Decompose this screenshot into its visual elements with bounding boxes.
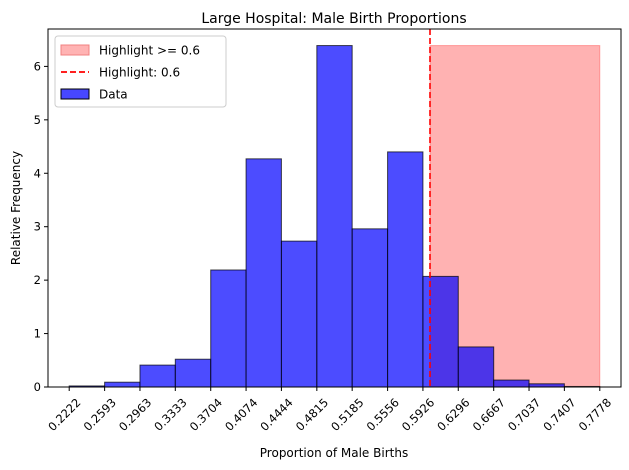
x-tick-label: 0.5556 bbox=[364, 395, 402, 433]
x-tick-label: 0.3704 bbox=[187, 395, 225, 433]
histogram-bar bbox=[245, 158, 282, 388]
x-tick-label: 0.7778 bbox=[576, 395, 614, 433]
plot-frame bbox=[47, 28, 622, 388]
histogram-bar bbox=[280, 240, 318, 388]
histogram-bar bbox=[422, 275, 459, 388]
y-tick-label: 4 bbox=[34, 166, 41, 180]
y-tick-label: 3 bbox=[34, 220, 41, 234]
histogram-bar bbox=[457, 346, 495, 388]
y-tick-label: 2 bbox=[34, 273, 41, 287]
x-tick-label: 0.2222 bbox=[45, 395, 83, 433]
x-axis: 0.22220.25930.29630.33330.37040.40740.44… bbox=[45, 387, 614, 434]
x-tick-label: 0.4444 bbox=[257, 395, 295, 433]
histogram-bar bbox=[316, 45, 353, 388]
legend-label: Highlight >= 0.6 bbox=[99, 44, 200, 58]
histogram-bar bbox=[174, 358, 212, 388]
legend-box bbox=[54, 35, 227, 108]
chart-title: Large Hospital: Male Birth Proportions bbox=[201, 11, 466, 27]
histogram-bar bbox=[210, 269, 247, 388]
x-tick-label: 0.7037 bbox=[505, 395, 543, 433]
histogram-bar bbox=[493, 379, 530, 388]
x-tick-label: 0.4074 bbox=[222, 395, 260, 433]
y-tick-label: 6 bbox=[34, 59, 41, 73]
legend-label: Data bbox=[99, 88, 128, 102]
x-tick-label: 0.6296 bbox=[434, 395, 472, 433]
x-tick-label: 0.7407 bbox=[540, 395, 578, 433]
histogram-bar bbox=[139, 364, 176, 388]
x-tick-label: 0.3333 bbox=[151, 395, 189, 433]
y-tick-label: 0 bbox=[34, 380, 41, 394]
plot-area bbox=[68, 29, 601, 388]
histogram-bar bbox=[104, 381, 141, 388]
x-tick-label: 0.6667 bbox=[470, 395, 508, 433]
y-tick-label: 1 bbox=[34, 327, 41, 341]
x-axis-label: Proportion of Male Births bbox=[260, 446, 408, 460]
legend-swatch bbox=[60, 44, 90, 56]
legend-label: Highlight: 0.6 bbox=[99, 66, 180, 80]
histogram-bar bbox=[351, 228, 389, 388]
legend-swatch bbox=[60, 88, 90, 100]
x-tick-label: 0.2593 bbox=[81, 395, 119, 433]
x-tick-label: 0.5185 bbox=[328, 395, 366, 433]
x-tick-label: 0.5926 bbox=[399, 395, 437, 433]
histogram-bar bbox=[387, 151, 424, 388]
legend: Highlight >= 0.6 Highlight: 0.6 Data bbox=[54, 35, 227, 108]
y-tick-label: 5 bbox=[34, 113, 41, 127]
y-axis: 0 1 2 3 4 5 6 bbox=[34, 59, 48, 394]
x-tick-label: 0.4815 bbox=[293, 395, 331, 433]
y-axis-label: Relative Frequency bbox=[9, 151, 23, 265]
x-tick-label: 0.2963 bbox=[116, 395, 154, 433]
